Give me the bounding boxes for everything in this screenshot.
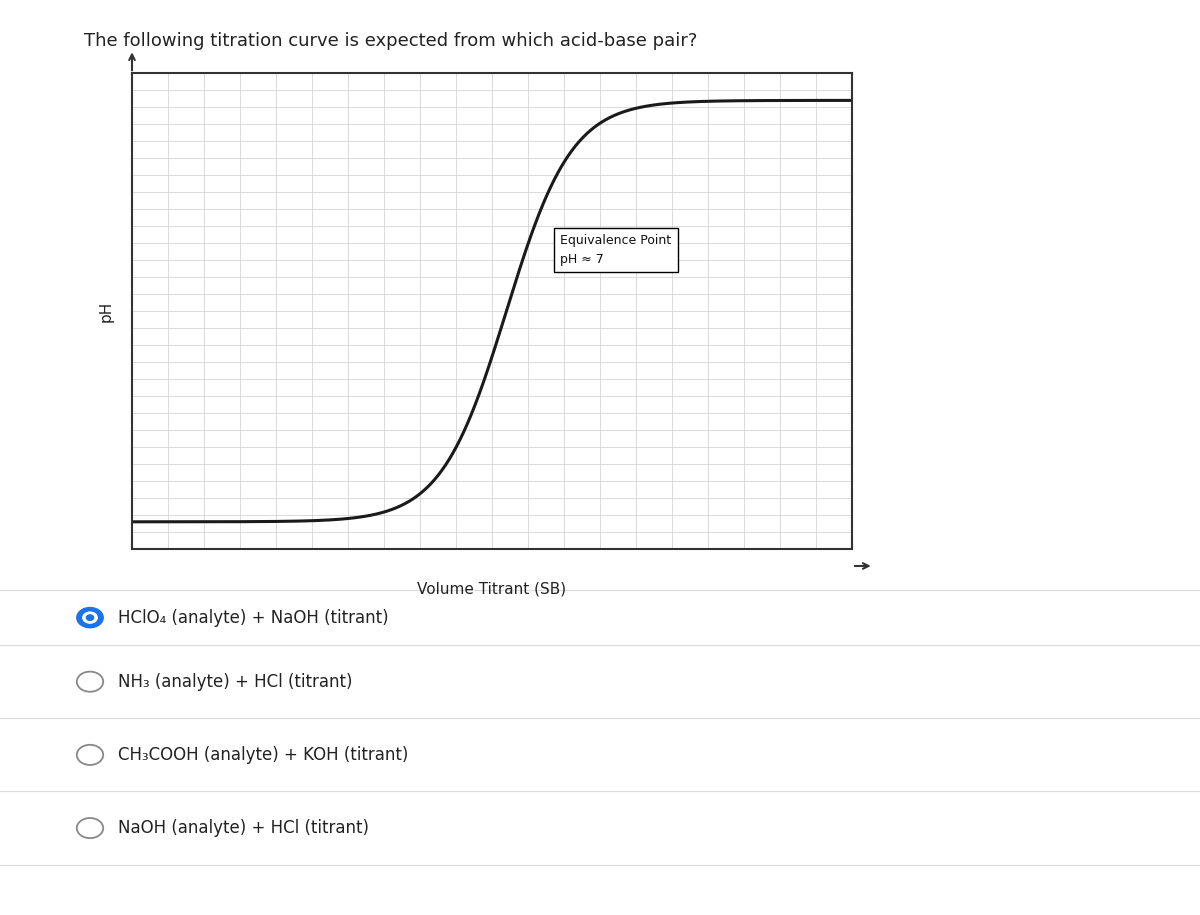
Text: Volume Titrant (SB): Volume Titrant (SB) [418,581,566,596]
Text: HClO₄ (analyte) + NaOH (titrant): HClO₄ (analyte) + NaOH (titrant) [118,608,389,627]
Text: The following titration curve is expected from which acid-base pair?: The following titration curve is expecte… [84,32,697,50]
Text: NH₃ (analyte) + HCl (titrant): NH₃ (analyte) + HCl (titrant) [118,673,352,691]
Text: CH₃COOH (analyte) + KOH (titrant): CH₃COOH (analyte) + KOH (titrant) [118,746,408,764]
Y-axis label: pH: pH [98,300,113,322]
Text: NaOH (analyte) + HCl (titrant): NaOH (analyte) + HCl (titrant) [118,819,368,837]
Text: Equivalence Point
pH ≈ 7: Equivalence Point pH ≈ 7 [560,234,672,266]
